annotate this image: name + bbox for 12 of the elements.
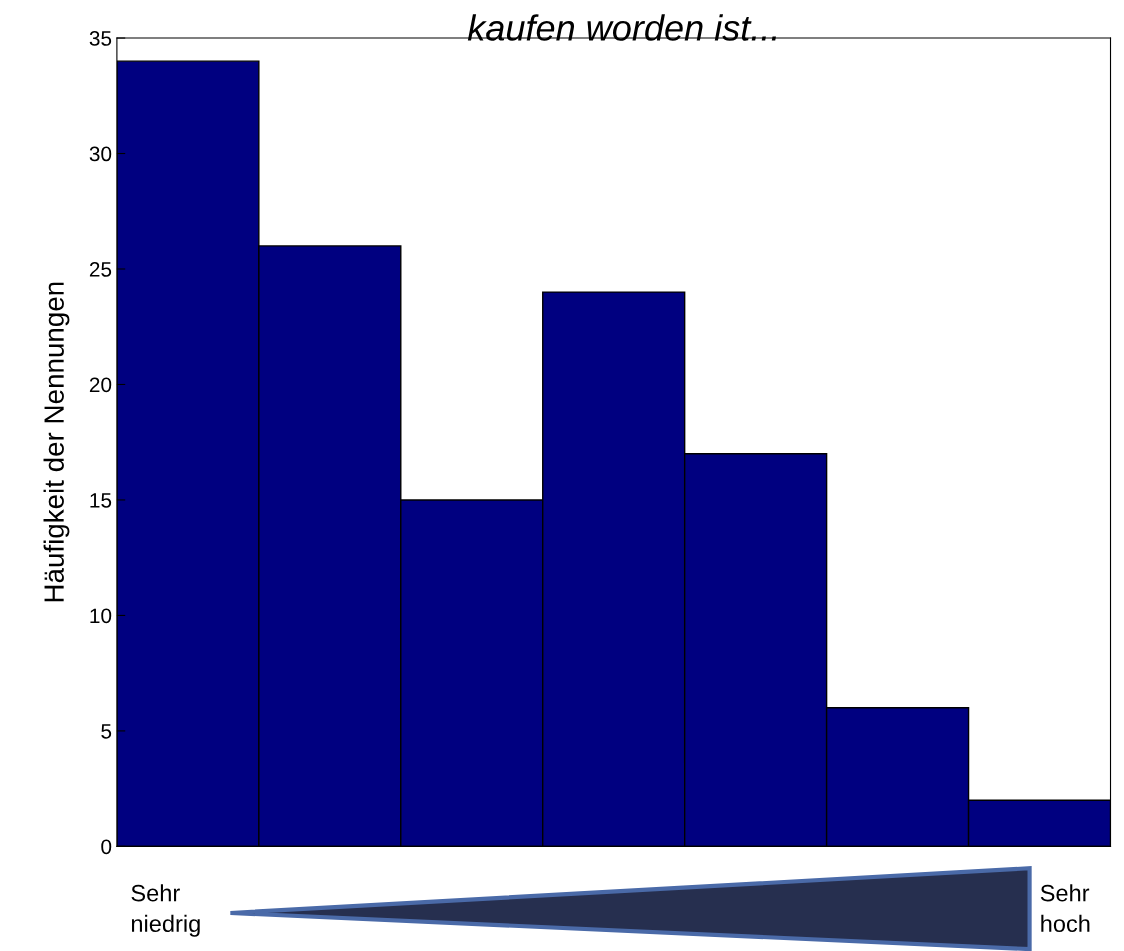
y-axis-title: Häufigkeit der Nennungen	[43, 282, 70, 602]
text: Sehr hoch	[1040, 884, 1090, 933]
y-tick-label: 5	[101, 724, 112, 739]
y-tick-label: 15	[90, 493, 112, 508]
y-tick-label: 30	[89, 146, 112, 162]
y-tick-label: 0	[101, 839, 112, 855]
y-tick-label: 20	[89, 377, 112, 393]
chart-title: kaufen worden ist...	[467, 14, 776, 41]
y-tick-label: 25	[89, 262, 112, 277]
y-tick-label: 10	[90, 608, 112, 624]
text: Sehr niedrig	[131, 884, 200, 937]
y-tick-label: 35	[89, 31, 112, 46]
